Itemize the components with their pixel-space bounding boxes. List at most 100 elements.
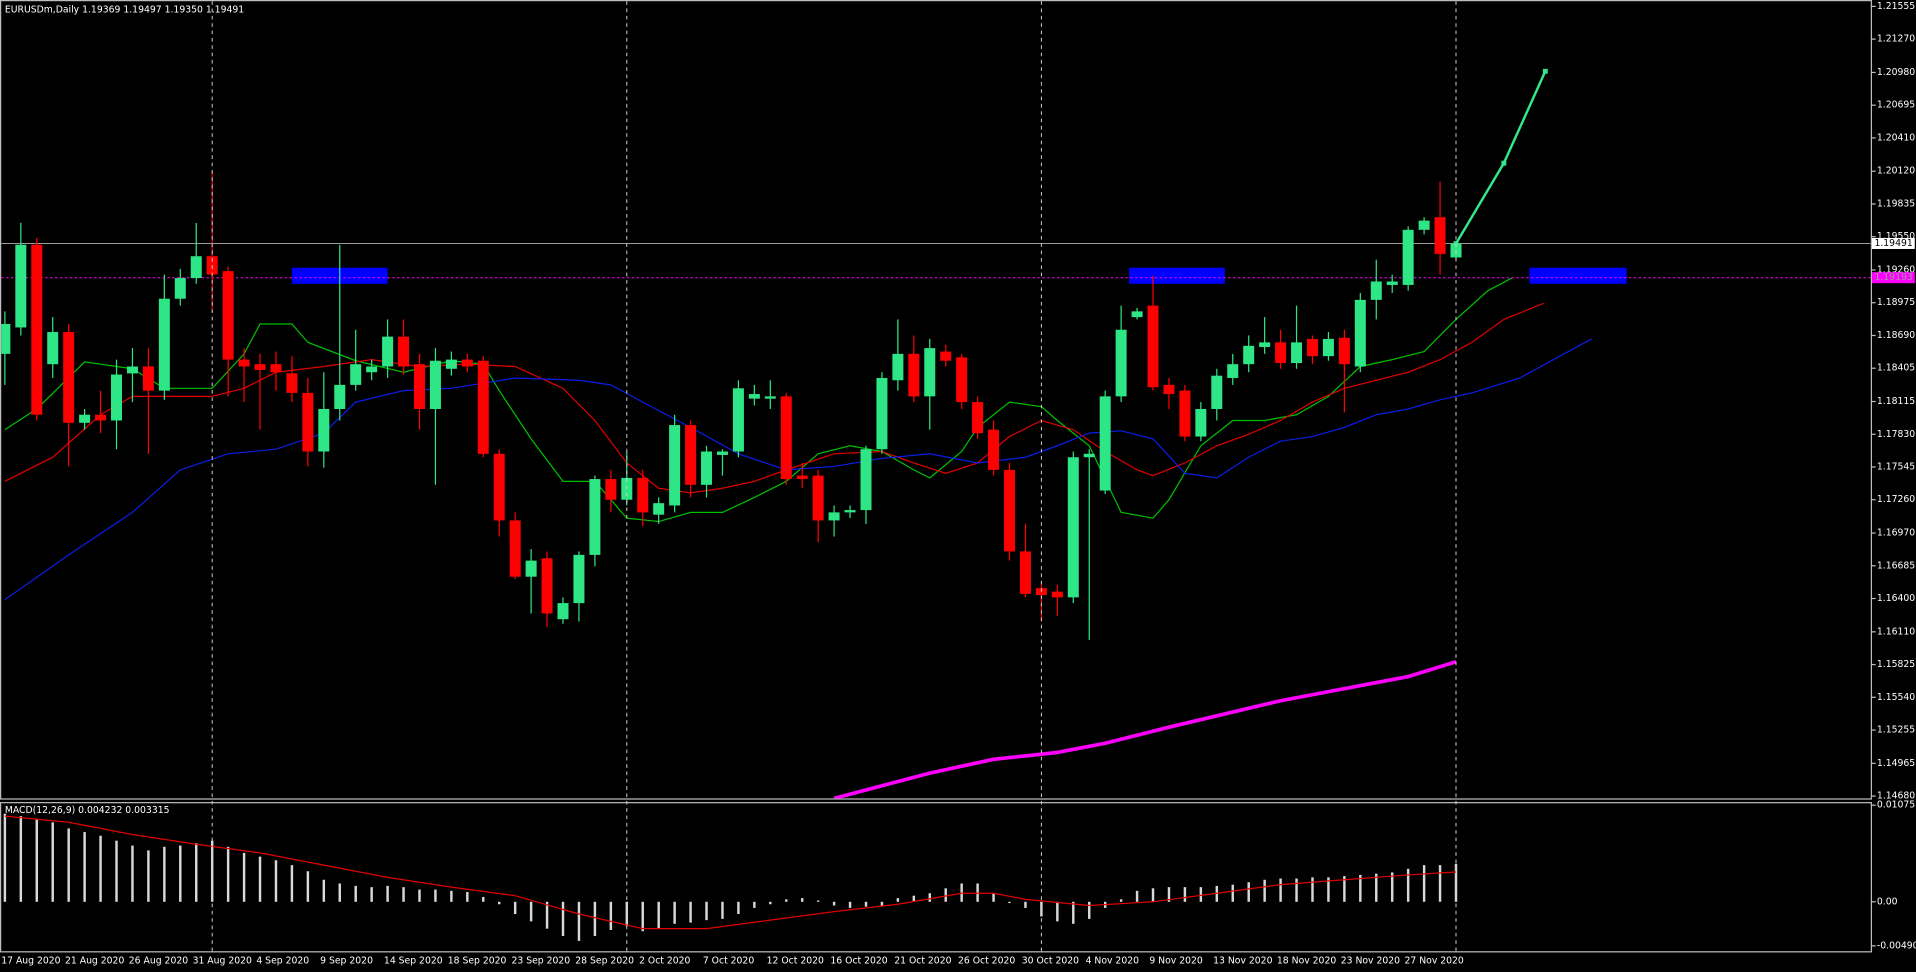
candle-body	[1275, 342, 1287, 364]
x-tick-label: 26 Oct 2020	[958, 955, 1015, 966]
candle-body	[541, 558, 553, 614]
indicator-line	[833, 659, 1457, 799]
candle-body	[876, 377, 888, 450]
macd-histogram-bar	[131, 845, 134, 902]
x-tick-label: 4 Nov 2020	[1086, 955, 1140, 966]
y-tick-label: -0.004906	[1877, 940, 1916, 951]
candle-body	[222, 271, 234, 360]
macd-histogram-bar	[35, 818, 39, 902]
macd-histogram-bar	[1295, 878, 1298, 902]
current-price-label: 1.19491	[1874, 238, 1912, 249]
candle-body	[461, 359, 473, 367]
candle-body	[318, 408, 330, 452]
candle-body	[940, 351, 952, 361]
macd-histogram-bar	[1263, 879, 1266, 902]
y-tick-label: 1.14965	[1877, 758, 1915, 769]
indicator-line	[4, 302, 1544, 494]
x-tick-label: 13 Nov 2020	[1213, 955, 1272, 966]
macd-histogram-bar	[976, 883, 979, 902]
macd-histogram-bar	[800, 898, 804, 902]
macd-histogram-bar	[434, 889, 437, 902]
y-tick-label: 1.16110	[1877, 626, 1915, 637]
candle-body	[573, 554, 585, 604]
macd-histogram-bar	[51, 822, 54, 902]
x-tick-label: 28 Sep 2020	[575, 955, 634, 966]
current-price-tag	[1872, 237, 1915, 249]
level-tag	[1872, 272, 1915, 284]
candle-body	[796, 475, 808, 480]
candle-body	[1322, 338, 1334, 357]
macd-histogram-bar	[466, 891, 469, 902]
macd-histogram-bar	[1343, 876, 1346, 902]
candle-body	[748, 394, 760, 399]
macd-histogram-bar	[226, 846, 230, 902]
macd-histogram-bar	[370, 887, 373, 902]
y-tick-label: 1.16970	[1877, 528, 1915, 539]
y-tick-label: 1.21555	[1877, 1, 1915, 12]
candle-body	[732, 388, 744, 452]
y-tick-label: 1.18690	[1877, 330, 1915, 341]
macd-histogram-bar	[498, 901, 501, 905]
candle-body	[302, 392, 314, 452]
candle-body	[525, 560, 537, 577]
macd-histogram-bar	[657, 901, 660, 929]
y-tick-label: 1.18115	[1877, 396, 1915, 407]
candle-body	[63, 332, 75, 423]
macd-histogram-bar	[1311, 877, 1314, 902]
macd-histogram-bar	[242, 852, 246, 902]
x-tick-label: 21 Oct 2020	[894, 955, 951, 966]
x-tick-label: 23 Nov 2020	[1341, 955, 1400, 966]
price-zone	[1529, 267, 1627, 284]
macd-histogram-bar	[561, 901, 565, 937]
candle-body	[493, 453, 505, 521]
macd-histogram-bar	[1406, 868, 1410, 902]
candle-body	[1004, 469, 1016, 552]
macd-histogram-bar	[753, 901, 756, 908]
macd-histogram-bar	[1008, 901, 1011, 904]
candle-body	[860, 449, 872, 511]
macd-histogram-bar	[19, 816, 23, 902]
macd-histogram-bar	[609, 901, 613, 930]
candle-body	[238, 359, 250, 367]
candle-body	[47, 332, 59, 365]
macd-histogram-bar	[274, 860, 278, 902]
candle-body	[1306, 338, 1318, 357]
candle-body	[366, 366, 378, 373]
macd-histogram-bar	[195, 843, 198, 902]
candle-body	[1019, 551, 1031, 594]
macd-histogram-bar	[147, 850, 150, 902]
candle-body	[685, 425, 697, 485]
macd-histogram-bar	[338, 883, 341, 902]
y-tick-label: 1.16400	[1877, 593, 1915, 604]
macd-histogram-bar	[769, 901, 772, 905]
x-tick-label: 16 Oct 2020	[830, 955, 887, 966]
candle-body	[1131, 311, 1143, 318]
macd-histogram-bar	[1088, 901, 1091, 919]
macd-histogram-bar	[689, 901, 692, 923]
macd-histogram-bar	[832, 901, 836, 906]
candle-body	[844, 510, 856, 513]
candle-body	[1450, 243, 1462, 258]
candle-body	[764, 396, 776, 399]
macd-histogram-bar	[545, 901, 549, 929]
candle-body	[429, 360, 441, 409]
macd-histogram-bar	[992, 893, 995, 902]
candle-body	[1418, 220, 1430, 230]
macd-header: MACD(12,26,9) 0.004232 0.003315	[5, 805, 170, 816]
macd-histogram-bar	[67, 828, 70, 902]
candle-body	[111, 374, 123, 421]
candle-body	[637, 477, 649, 513]
x-tick-label: 26 Aug 2020	[129, 955, 188, 966]
candle-body	[1, 323, 11, 354]
candle-body	[908, 353, 920, 397]
indicator-line	[4, 815, 1457, 930]
macd-histogram-bar	[306, 871, 310, 902]
macd-histogram-bar	[529, 901, 533, 922]
candle-body	[1147, 305, 1159, 388]
macd-histogram-bar	[1231, 884, 1234, 902]
candle-body	[780, 396, 792, 480]
